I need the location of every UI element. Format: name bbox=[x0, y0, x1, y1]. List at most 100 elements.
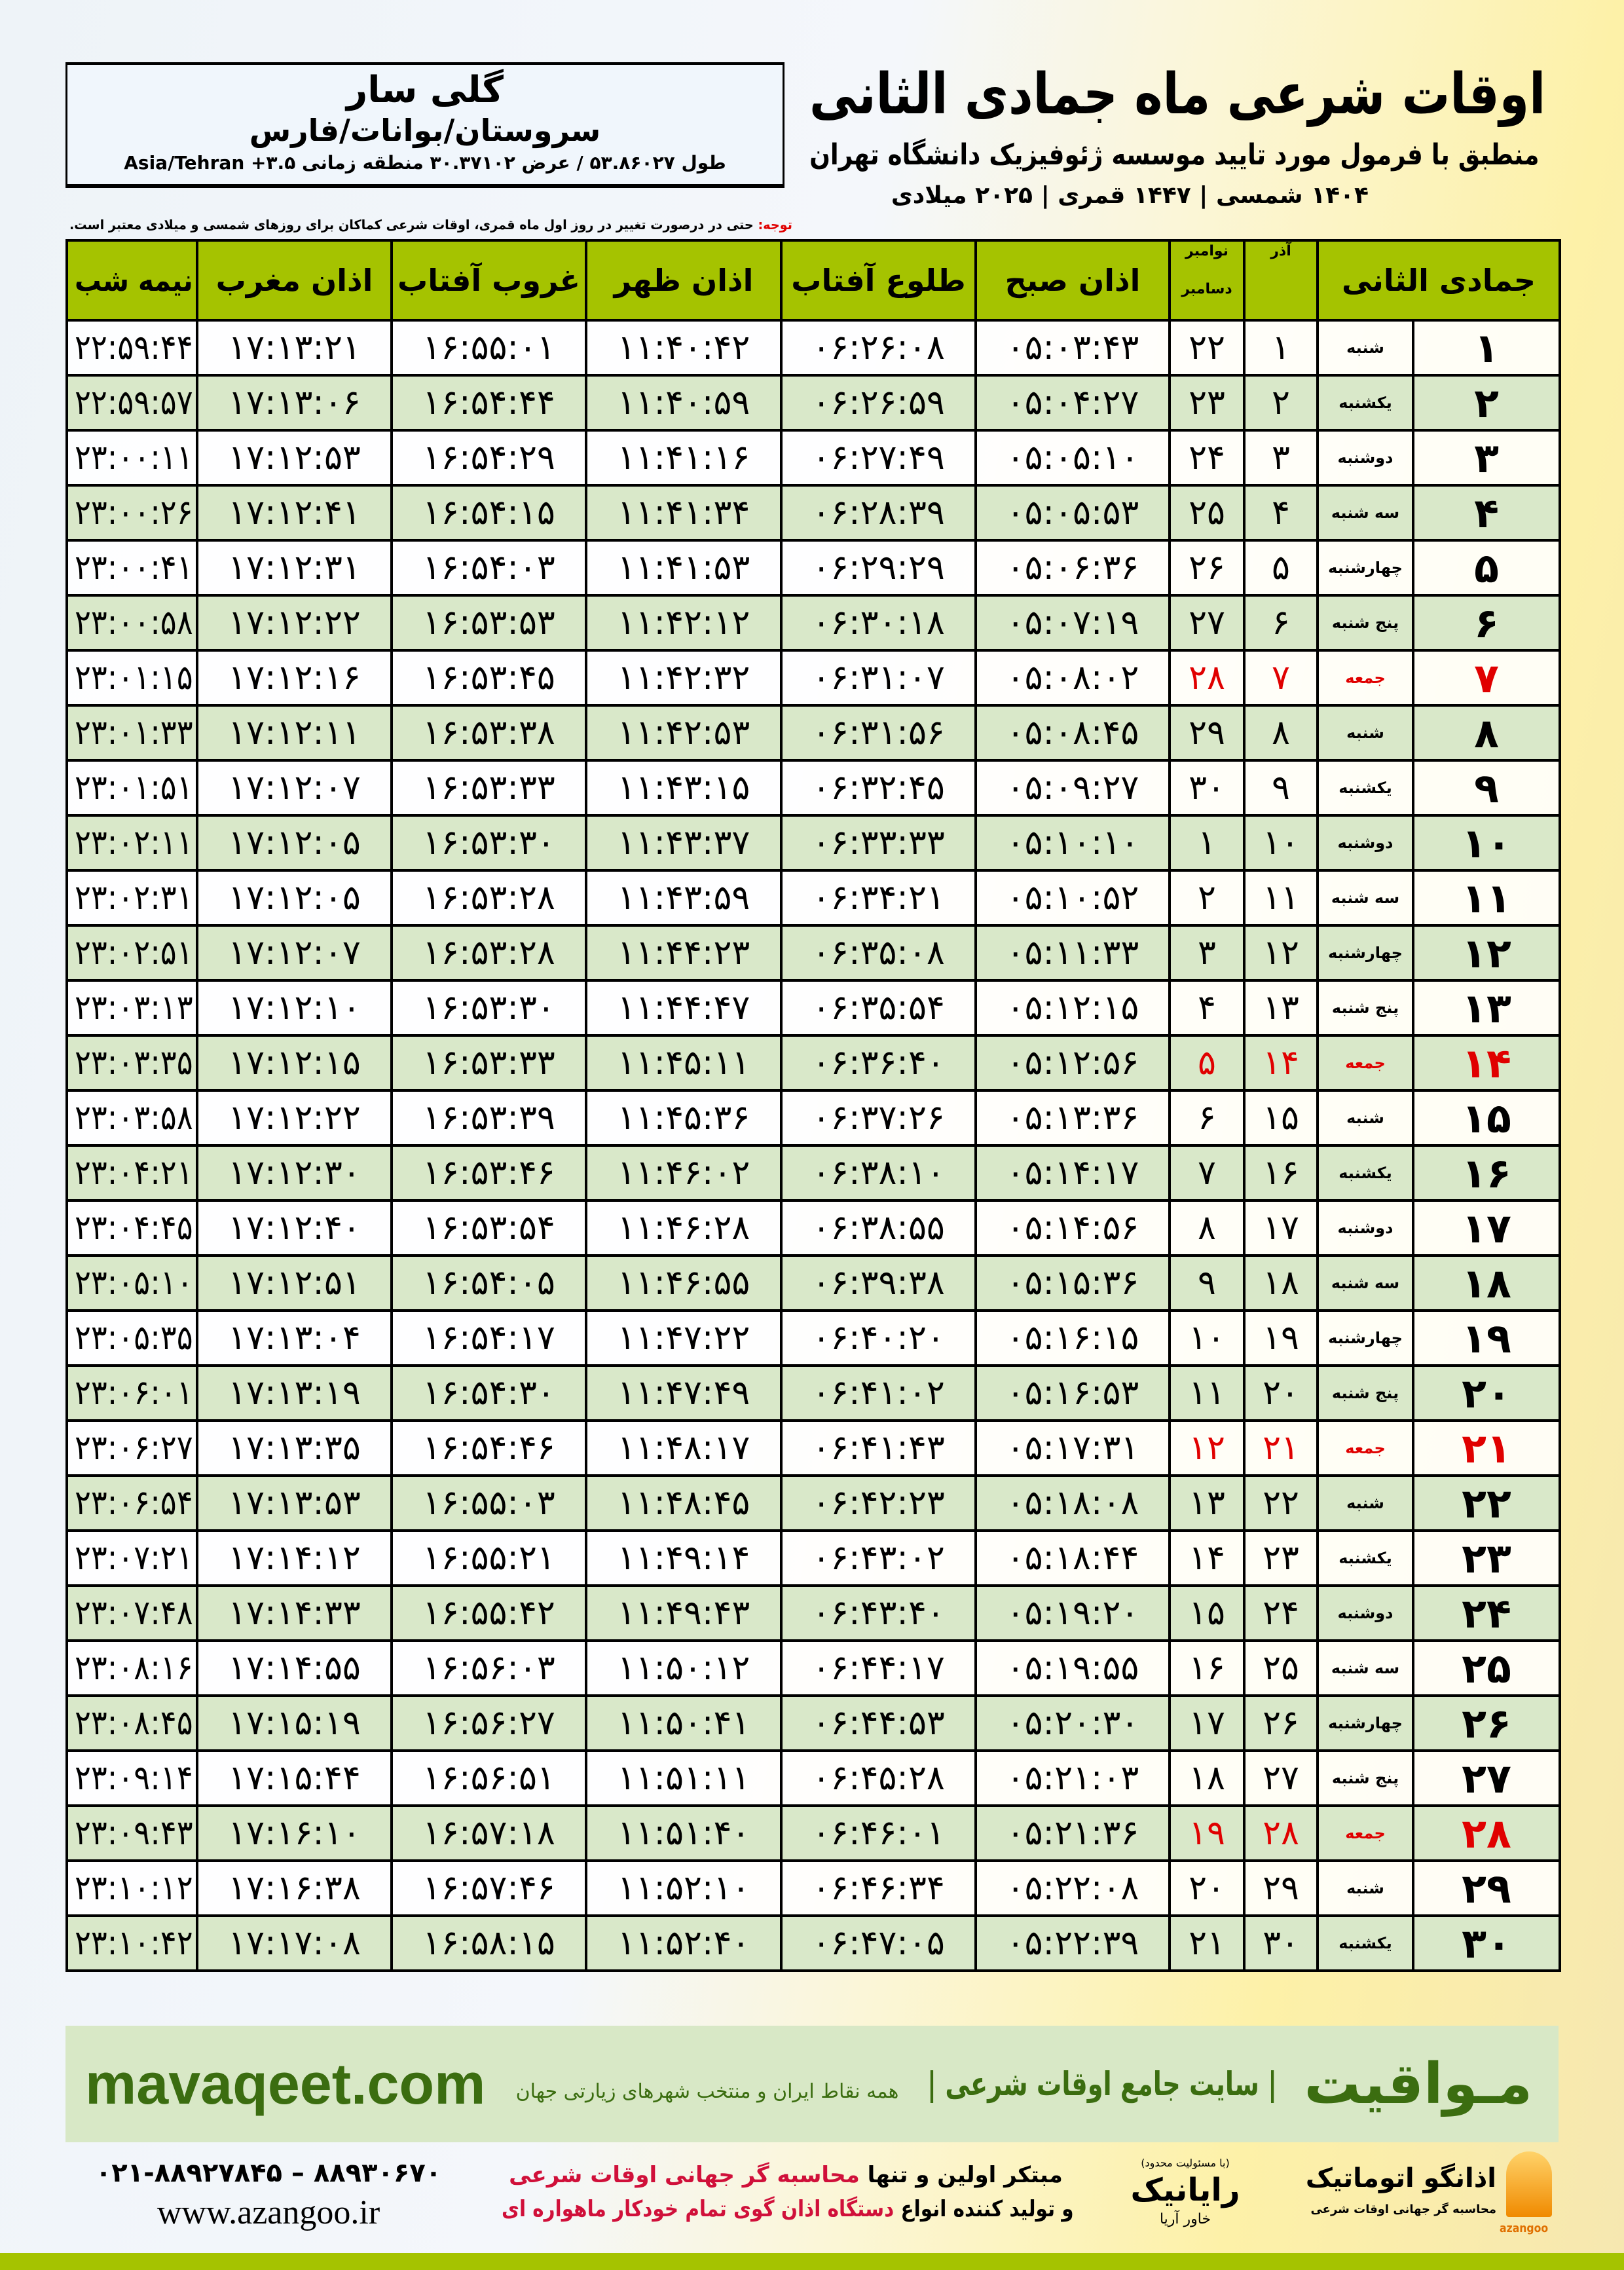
promo-line-2: و تولید کننده انواع دستگاه اذان گوی تمام… bbox=[498, 2192, 1074, 2226]
cell-azar-day: ۲۲ bbox=[1243, 1474, 1319, 1532]
promo-line-1: مبتکر اولین و تنها محاسبه گر جهانی اوقات… bbox=[498, 2158, 1074, 2192]
dhuhr-value: ۱۱:۵۰:۴۱ bbox=[617, 1703, 750, 1743]
hijri-day-value: ۱۲ bbox=[1462, 929, 1511, 977]
cell-fajr: ۰۵:۱۴:۱۷ bbox=[974, 1144, 1171, 1202]
gregorian-day-value: ۸ bbox=[1198, 1208, 1216, 1248]
sunrise-value: ۰۶:۳۱:۰۷ bbox=[812, 658, 945, 698]
sunrise-value: ۰۶:۲۹:۲۹ bbox=[812, 548, 945, 587]
mavaqeet-logo-box: مـواقیت bbox=[1297, 2048, 1533, 2120]
cell-hijri-day: ۱۵ bbox=[1412, 1089, 1562, 1147]
sunrise-value: ۰۶:۲۷:۴۹ bbox=[812, 438, 945, 477]
cell-midnight: ۲۳:۰۳:۳۵ bbox=[65, 1034, 198, 1092]
midnight-value: ۲۳:۰۶:۲۷ bbox=[75, 1428, 193, 1468]
sunrise-value: ۰۶:۴۶:۰۱ bbox=[812, 1814, 945, 1853]
maghrib-value: ۱۷:۱۶:۳۸ bbox=[228, 1869, 361, 1908]
cell-dhuhr: ۱۱:۴۴:۲۳ bbox=[585, 924, 783, 982]
table-row: ۱۵ شنبه ۱۵ ۶ ۰۵:۱۳:۳۶ ۰۶:۳۷:۲۶ ۱۱:۴۵:۳۶ ۱۶:۵۳:۳… bbox=[65, 1089, 1562, 1147]
promo-text: مبتکر اولین و تنها محاسبه گر جهانی اوقات… bbox=[498, 2158, 1074, 2226]
prayer-times-table: جمادی الثانی آذر نوامبر دسامبر اذان صبح ط… bbox=[65, 239, 1562, 1972]
cell-sunset: ۱۶:۵۴:۴۶ bbox=[390, 1419, 587, 1477]
cell-fajr: ۰۵:۲۲:۰۸ bbox=[974, 1859, 1171, 1917]
weekday-value: جمعه bbox=[1345, 1824, 1386, 1842]
location-name-line: گلی سار bbox=[74, 69, 776, 112]
midnight-value: ۲۳:۰۰:۲۶ bbox=[75, 493, 193, 532]
cell-gregorian-day: ۱۵ bbox=[1168, 1584, 1246, 1642]
cell-hijri-day: ۶ bbox=[1412, 594, 1562, 652]
cell-maghrib: ۱۷:۱۲:۱۶ bbox=[196, 649, 393, 707]
cell-azar-day: ۱۷ bbox=[1243, 1199, 1319, 1257]
mavaqeet-url[interactable]: mavaqeet.com bbox=[85, 2051, 486, 2116]
cell-hijri-day: ۳ bbox=[1412, 429, 1562, 487]
cell-midnight: ۲۳:۰۰:۵۸ bbox=[65, 594, 198, 652]
gregorian-day-value: ۱۵ bbox=[1189, 1593, 1225, 1633]
cell-midnight: ۲۳:۰۴:۴۵ bbox=[65, 1199, 198, 1257]
cell-sunset: ۱۶:۵۷:۱۸ bbox=[390, 1804, 587, 1862]
mavaqeet-banner: مـواقیت | سایت جامع اوقات شرعی | همه نقا… bbox=[65, 2026, 1559, 2142]
cell-weekday: جمعه bbox=[1316, 649, 1415, 707]
cell-maghrib: ۱۷:۱۷:۰۸ bbox=[196, 1914, 393, 1972]
cell-dhuhr: ۱۱:۵۰:۴۱ bbox=[585, 1694, 783, 1752]
weekday-value: شنبه bbox=[1346, 1494, 1384, 1512]
fajr-value: ۰۵:۱۲:۵۶ bbox=[1006, 1043, 1139, 1083]
cell-azar-day: ۶ bbox=[1243, 594, 1319, 652]
cell-azar-day: ۱۳ bbox=[1243, 979, 1319, 1037]
maghrib-value: ۱۷:۱۳:۰۴ bbox=[228, 1318, 361, 1358]
sunset-value: ۱۶:۵۴:۲۹ bbox=[422, 438, 555, 477]
sunset-value: ۱۶:۵۴:۱۷ bbox=[422, 1318, 555, 1358]
sunset-value: ۱۶:۵۳:۲۸ bbox=[422, 878, 555, 918]
cell-dhuhr: ۱۱:۴۲:۳۲ bbox=[585, 649, 783, 707]
azar-day-value: ۱۱ bbox=[1263, 878, 1299, 918]
cell-weekday: دوشنبه bbox=[1316, 1199, 1415, 1257]
sunrise-value: ۰۶:۳۵:۵۴ bbox=[812, 988, 945, 1028]
maghrib-value: ۱۷:۱۲:۰۵ bbox=[228, 823, 361, 863]
sunrise-value: ۰۶:۲۶:۰۸ bbox=[812, 328, 945, 367]
fajr-value: ۰۵:۱۰:۱۰ bbox=[1006, 823, 1139, 863]
gregorian-day-value: ۲۳ bbox=[1189, 383, 1225, 422]
sunset-value: ۱۶:۵۵:۲۱ bbox=[422, 1538, 555, 1578]
hijri-day-value: ۱ bbox=[1474, 324, 1499, 372]
cell-maghrib: ۱۷:۱۳:۲۱ bbox=[196, 319, 393, 377]
cell-hijri-day: ۵ bbox=[1412, 539, 1562, 597]
cell-sunrise: ۰۶:۲۶:۵۹ bbox=[780, 374, 977, 432]
fajr-value: ۰۵:۰۵:۱۰ bbox=[1006, 438, 1139, 477]
cell-maghrib: ۱۷:۱۶:۳۸ bbox=[196, 1859, 393, 1917]
location-coords-line: طول ۵۳.۸۶۰۲۷ / عرض ۳۰.۳۷۱۰۲ منطقه زمانی … bbox=[74, 149, 776, 177]
cell-azar-day: ۲۶ bbox=[1243, 1694, 1319, 1752]
weekday-value: دوشنبه bbox=[1337, 1604, 1393, 1622]
gregorian-day-value: ۴ bbox=[1198, 988, 1216, 1028]
cell-weekday: یکشنبه bbox=[1316, 1144, 1415, 1202]
cell-azar-day: ۸ bbox=[1243, 704, 1319, 762]
cell-sunset: ۱۶:۵۶:۵۱ bbox=[390, 1749, 587, 1807]
midnight-value: ۲۳:۰۷:۲۱ bbox=[75, 1538, 193, 1578]
cell-midnight: ۲۳:۰۴:۲۱ bbox=[65, 1144, 198, 1202]
weekday-value: یکشنبه bbox=[1338, 1549, 1392, 1567]
hijri-day-value: ۶ bbox=[1474, 599, 1499, 647]
table-row: ۵ چهارشنبه ۵ ۲۶ ۰۵:۰۶:۳۶ ۰۶:۲۹:۲۹ ۱۱:۴۱:۵۳ ۱۶:۵… bbox=[65, 539, 1562, 597]
maghrib-value: ۱۷:۱۵:۱۹ bbox=[228, 1703, 361, 1743]
rayanik-sub: خاور آریا bbox=[1159, 2211, 1211, 2227]
cell-maghrib: ۱۷:۱۲:۳۱ bbox=[196, 539, 393, 597]
midnight-value: ۲۳:۰۱:۵۱ bbox=[75, 768, 193, 808]
cell-hijri-day: ۲۶ bbox=[1412, 1694, 1562, 1752]
gregorian-day-value: ۷ bbox=[1198, 1153, 1216, 1193]
sunrise-value: ۰۶:۳۰:۱۸ bbox=[812, 603, 945, 642]
midnight-value: ۲۳:۰۲:۱۱ bbox=[75, 823, 193, 863]
cell-fajr: ۰۵:۱۹:۲۰ bbox=[974, 1584, 1171, 1642]
table-row: ۱۳ پنج شنبه ۱۳ ۴ ۰۵:۱۲:۱۵ ۰۶:۳۵:۵۴ ۱۱:۴۴:۴۷ ۱۶:… bbox=[65, 979, 1562, 1037]
cell-azar-day: ۱۰ bbox=[1243, 814, 1319, 872]
cell-sunset: ۱۶:۵۳:۴۶ bbox=[390, 1144, 587, 1202]
azangoo-website[interactable]: www.azangoo.ir bbox=[157, 2194, 380, 2231]
hijri-day-value: ۵ bbox=[1474, 544, 1499, 592]
dhuhr-value: ۱۱:۴۵:۳۶ bbox=[617, 1098, 750, 1138]
cell-sunrise: ۰۶:۳۷:۲۶ bbox=[780, 1089, 977, 1147]
cell-sunrise: ۰۶:۴۵:۲۸ bbox=[780, 1749, 977, 1807]
note: توجه: حتی در درصورت تغییر در روز اول ماه… bbox=[69, 215, 792, 234]
location-box: گلی سار سروستان/بوانات/فارس طول ۵۳.۸۶۰۲۷… bbox=[65, 62, 784, 188]
weekday-value: یکشنبه bbox=[1338, 394, 1392, 412]
midnight-value: ۲۳:۰۶:۰۱ bbox=[75, 1373, 193, 1413]
azar-day-value: ۶ bbox=[1272, 603, 1290, 642]
maghrib-value: ۱۷:۱۲:۱۱ bbox=[228, 713, 361, 753]
rayanik-name: رایانیک bbox=[1130, 2172, 1240, 2208]
cell-sunset: ۱۶:۵۴:۲۹ bbox=[390, 429, 587, 487]
dhuhr-value: ۱۱:۴۲:۵۳ bbox=[617, 713, 750, 753]
